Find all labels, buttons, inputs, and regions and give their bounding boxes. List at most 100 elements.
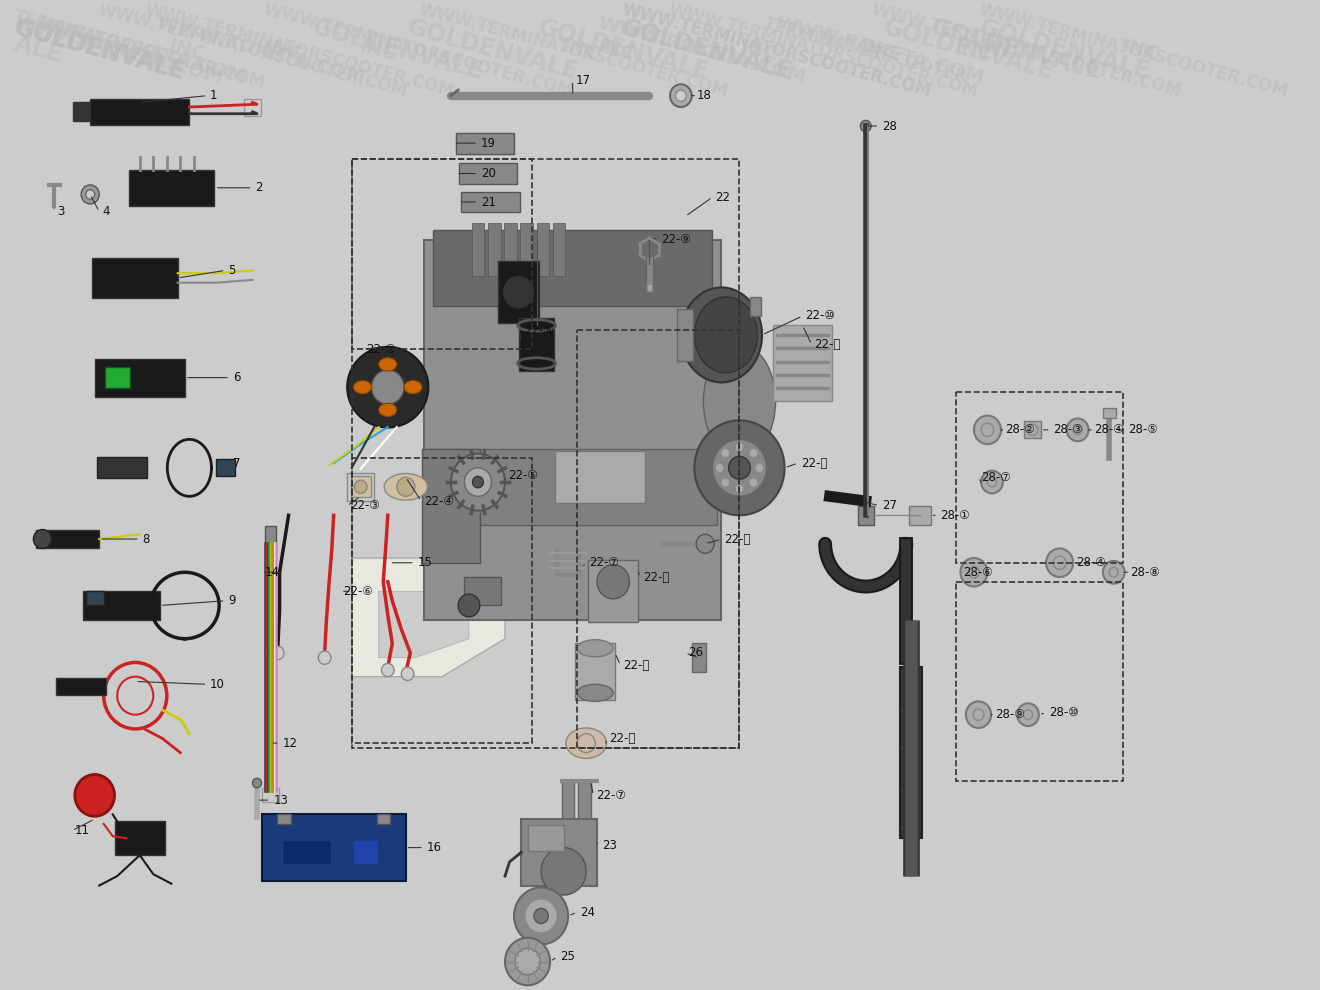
Text: 28-②: 28-② — [1006, 424, 1035, 437]
Text: WWW.TERMINATORSCOOTER.COM: WWW.TERMINATORSCOOTER.COM — [143, 0, 457, 100]
Text: 28-⑤: 28-⑤ — [1129, 424, 1158, 437]
Ellipse shape — [902, 787, 921, 794]
Ellipse shape — [704, 345, 776, 458]
Ellipse shape — [681, 287, 762, 382]
Circle shape — [86, 190, 95, 199]
Text: 2: 2 — [255, 181, 263, 194]
Text: INC: INC — [595, 36, 636, 64]
Circle shape — [1104, 561, 1125, 584]
Text: WWW.TERMINATORSCOOTER.COM: WWW.TERMINATORSCOOTER.COM — [619, 0, 933, 100]
Text: INC: INC — [975, 36, 1018, 64]
Text: GOLDENVALE: GOLDENVALE — [928, 16, 1105, 84]
Text: 15: 15 — [417, 556, 433, 569]
Text: GOLDENVALE: GOLDENVALE — [12, 16, 189, 84]
Text: 9: 9 — [228, 594, 236, 607]
Text: WWW.TERMINATORSCOOTER.COM: WWW.TERMINATORSCOOTER.COM — [417, 0, 730, 100]
Bar — [104, 367, 129, 388]
Text: 22-⑦: 22-⑦ — [597, 789, 626, 802]
Circle shape — [75, 774, 115, 817]
Circle shape — [458, 594, 479, 617]
Ellipse shape — [902, 668, 921, 676]
Text: 13: 13 — [273, 794, 288, 807]
Circle shape — [1067, 419, 1089, 442]
Circle shape — [451, 453, 506, 511]
Circle shape — [252, 778, 261, 788]
Bar — [351, 476, 371, 497]
Text: 11: 11 — [75, 824, 90, 837]
Bar — [281, 841, 331, 864]
Bar — [576, 644, 615, 701]
Bar — [677, 309, 693, 361]
Ellipse shape — [404, 380, 422, 394]
Text: GOLDENVALE: GOLDENVALE — [405, 16, 581, 84]
Bar — [347, 472, 375, 501]
Text: 22-⑫: 22-⑫ — [801, 456, 828, 469]
Bar — [458, 163, 517, 184]
Text: 28-①: 28-① — [941, 509, 970, 522]
Text: 27: 27 — [882, 499, 898, 512]
Text: 28-⑥: 28-⑥ — [964, 565, 993, 579]
Bar — [86, 591, 104, 605]
Text: 19: 19 — [480, 137, 496, 149]
Bar — [1024, 422, 1040, 439]
Bar — [562, 781, 574, 819]
Circle shape — [533, 909, 548, 924]
Ellipse shape — [354, 380, 371, 394]
Circle shape — [465, 468, 491, 496]
Text: WWW.TERMINATORSCOOTER.COM: WWW.TERMINATORSCOOTER.COM — [261, 0, 576, 100]
Text: WWW.ROKETA.COM: WWW.ROKETA.COM — [595, 13, 808, 87]
Ellipse shape — [384, 473, 428, 500]
Bar — [488, 224, 500, 275]
Text: 17: 17 — [576, 74, 590, 87]
Circle shape — [513, 887, 568, 944]
Bar — [92, 258, 178, 298]
Bar — [265, 526, 276, 543]
Ellipse shape — [902, 825, 921, 833]
Circle shape — [541, 847, 586, 895]
Ellipse shape — [577, 684, 614, 701]
Text: 22-⑩: 22-⑩ — [805, 310, 836, 323]
Text: 22-⑪: 22-⑪ — [814, 338, 841, 350]
Circle shape — [721, 478, 730, 487]
Text: 24: 24 — [579, 906, 595, 919]
Text: 28-④: 28-④ — [1094, 424, 1123, 437]
Text: 4: 4 — [102, 205, 110, 218]
Text: TERMINATORSCOOTER: TERMINATORSCOOTER — [762, 14, 970, 86]
Text: INC: INC — [738, 36, 779, 64]
Circle shape — [966, 701, 991, 728]
Bar — [504, 224, 516, 275]
Text: GOLDENVALE: GOLDENVALE — [12, 16, 189, 84]
Circle shape — [981, 470, 1003, 493]
Circle shape — [861, 121, 871, 132]
Bar — [692, 644, 706, 672]
Text: 28-⑧: 28-⑧ — [1130, 565, 1160, 579]
Ellipse shape — [566, 728, 606, 758]
Text: INC: INC — [166, 36, 209, 64]
Bar — [1104, 408, 1115, 418]
Text: INC: INC — [560, 36, 601, 64]
Text: INC: INC — [1119, 36, 1160, 64]
Circle shape — [506, 938, 550, 985]
Circle shape — [515, 948, 540, 975]
Polygon shape — [351, 558, 506, 677]
Text: INC: INC — [857, 36, 899, 64]
Circle shape — [354, 480, 367, 493]
Bar — [498, 261, 539, 323]
Circle shape — [371, 370, 404, 404]
Circle shape — [397, 477, 414, 496]
Bar — [520, 224, 533, 275]
Text: 6: 6 — [232, 371, 240, 384]
Circle shape — [961, 558, 987, 586]
Text: 28-⑦: 28-⑦ — [981, 471, 1011, 484]
Text: GOLDENVALE: GOLDENVALE — [536, 16, 711, 84]
Circle shape — [671, 84, 692, 107]
Circle shape — [318, 651, 331, 664]
Ellipse shape — [379, 403, 397, 417]
Bar — [352, 841, 378, 864]
Bar — [263, 788, 279, 803]
Bar — [521, 819, 598, 886]
Bar — [277, 815, 290, 824]
Text: 18: 18 — [697, 89, 711, 102]
Bar — [421, 448, 480, 562]
Circle shape — [525, 899, 557, 933]
